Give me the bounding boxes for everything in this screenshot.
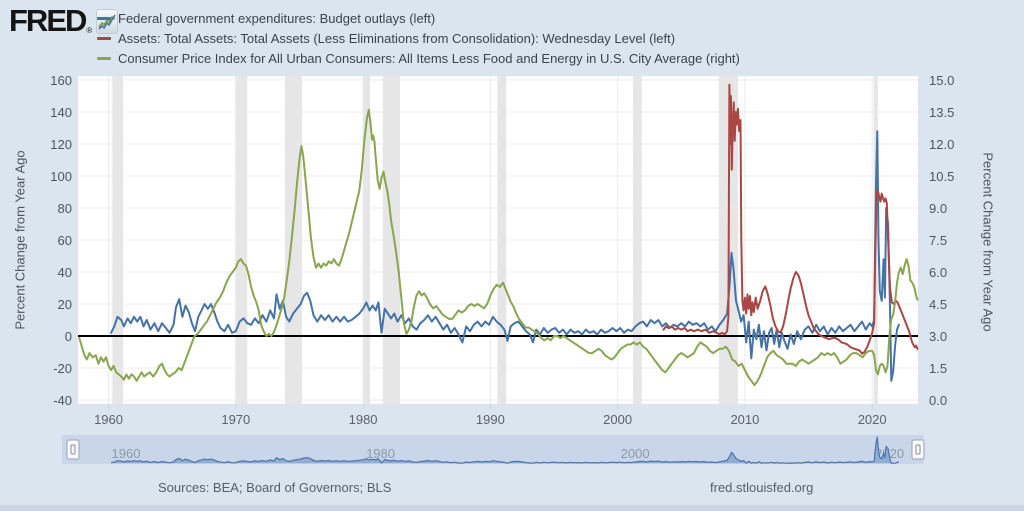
left-axis-tick-label: -40: [53, 393, 72, 408]
slider-handle-right[interactable]: [911, 439, 925, 460]
series-line-1[interactable]: [662, 83, 919, 355]
bottom-border-strip: [0, 505, 1024, 511]
series-line-0[interactable]: [110, 130, 900, 382]
right-axis-tick-label: 13.5: [929, 105, 955, 120]
fred-logo-text: FRED: [9, 3, 87, 38]
legend-label: Consumer Price Index for All Urban Consu…: [118, 50, 740, 66]
slider-year-label: 1980: [366, 446, 395, 461]
legend-item-core-cpi[interactable]: Consumer Price Index for All Urban Consu…: [97, 48, 740, 68]
left-axis-tick-label: 100: [50, 169, 72, 184]
x-axis-tick-label: 2000: [603, 412, 633, 427]
slider-handle-right-grip-icon: [915, 444, 921, 455]
x-axis-tick-label: 2020: [857, 412, 887, 427]
right-axis-tick-label: 15.0: [929, 73, 955, 88]
slider-handle-left-grip-icon: [70, 444, 76, 455]
left-axis-tick-label: 40: [57, 265, 72, 280]
slider-mini-chart-line: [110, 436, 900, 465]
left-axis-tick-label: 160: [50, 73, 72, 88]
slider-year-label: 2000: [621, 446, 650, 461]
x-axis-tick-label: 1990: [475, 412, 505, 427]
right-axis-tick-label: 1.5: [929, 361, 948, 376]
left-axis-tick-label: -20: [53, 361, 72, 376]
legend-label: Federal government expenditures: Budget …: [118, 10, 436, 26]
legend-swatch-icon: [97, 36, 111, 40]
sources-text: Sources: BEA; Board of Governors; BLS: [158, 480, 392, 495]
x-axis-tick-label: 1970: [221, 412, 251, 427]
right-axis-tick-label: 4.5: [929, 297, 948, 312]
right-axis-tick-label: 6.0: [929, 265, 948, 280]
left-axis-tick-label: 140: [50, 105, 72, 120]
legend-item-fed-assets[interactable]: Assets: Total Assets: Total Assets (Less…: [97, 28, 740, 48]
fred-logo[interactable]: FRED ®: [9, 3, 119, 38]
x-axis-tick-label: 1980: [348, 412, 378, 427]
slider-handle-left[interactable]: [66, 439, 80, 460]
left-axis-tick-label: 0: [64, 329, 72, 344]
site-url-text: fred.stlouisfed.org: [710, 480, 814, 495]
range-slider-track[interactable]: [62, 435, 924, 464]
right-axis-tick-label: 7.5: [929, 233, 948, 248]
left-axis-tick-label: 60: [57, 233, 72, 248]
legend-item-outlays[interactable]: Federal government expenditures: Budget …: [97, 8, 740, 28]
x-axis-tick-label: 2010: [730, 412, 760, 427]
left-axis-tick-label: 80: [57, 201, 72, 216]
right-axis-tick-label: 12.0: [929, 137, 955, 152]
fred-logo-registered-mark: ®: [86, 26, 93, 35]
right-axis-tick-label: 3.0: [929, 329, 948, 344]
left-axis-tick-label: 20: [57, 297, 72, 312]
x-axis-tick-label: 1960: [94, 412, 123, 427]
legend: Federal government expenditures: Budget …: [97, 8, 740, 68]
legend-label: Assets: Total Assets: Total Assets (Less…: [118, 30, 676, 46]
right-axis-title: Percent Change from Year Ago: [980, 152, 996, 332]
right-axis-tick-label: 10.5: [929, 169, 955, 184]
right-axis-tick-label: 9.0: [929, 201, 948, 216]
fred-sparkline-icon: [96, 9, 119, 34]
legend-swatch-icon: [97, 56, 111, 60]
left-axis-tick-label: 120: [50, 137, 72, 152]
slider-year-label: 1960: [112, 446, 141, 461]
legend-swatch-icon: [97, 16, 111, 20]
series-line-2[interactable]: [78, 108, 919, 387]
right-axis-tick-label: 0.0: [929, 393, 948, 408]
